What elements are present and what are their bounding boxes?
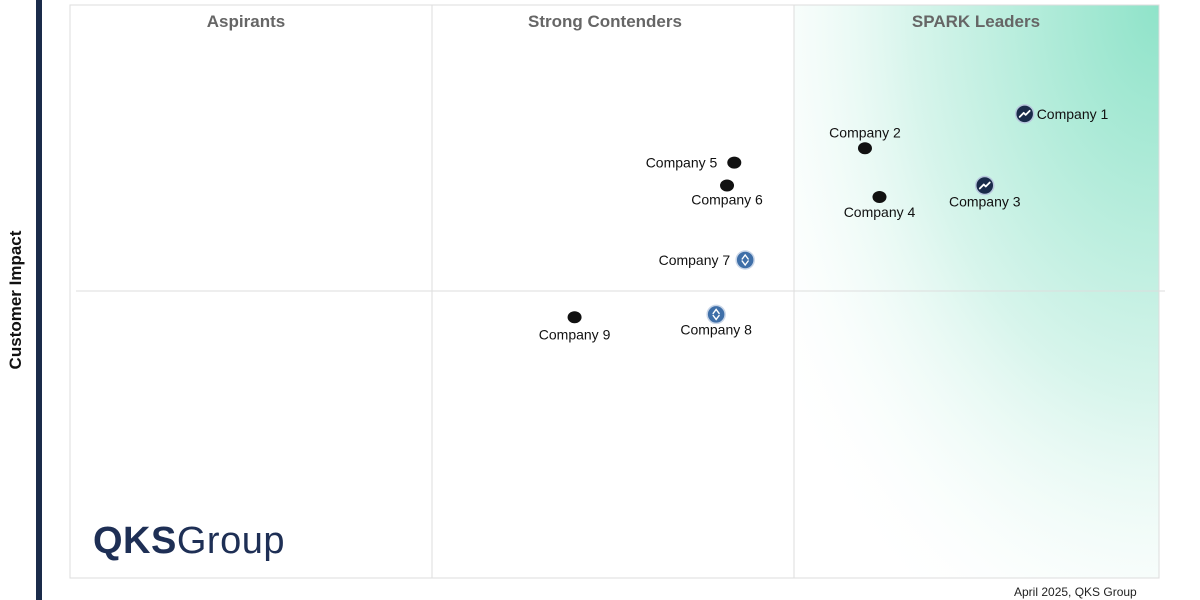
data-point: Company 2 [829, 124, 901, 155]
points-layer: Company 1 Company 2 Company 3 Company 4 Comp… [539, 104, 1109, 342]
logo-part1: QKS [93, 520, 177, 562]
quadrant-label-spark-leaders: SPARK Leaders [912, 12, 1040, 31]
quadrant-label-aspirants: Aspirants [207, 12, 285, 31]
data-point: Company 7 [659, 250, 755, 270]
data-point: Company 8 [680, 304, 752, 337]
qks-group-logo: QKSGroup [93, 520, 285, 563]
point-marker [720, 179, 735, 192]
data-point: Company 9 [539, 311, 611, 342]
point-marker [857, 142, 872, 155]
point-marker [567, 311, 582, 324]
point-label: Company 1 [1037, 106, 1109, 122]
point-label: Company 2 [829, 124, 901, 140]
data-point: Company 1 [1014, 104, 1109, 124]
data-point: Company 5 [646, 155, 742, 171]
point-label: Company 7 [659, 252, 731, 268]
trend-line-icon [978, 181, 991, 190]
point-label: Company 6 [691, 191, 763, 207]
point-label: Company 5 [646, 155, 718, 171]
data-point: Company 3 [949, 175, 1021, 209]
point-marker [727, 156, 742, 169]
trend-line-icon [1018, 109, 1031, 118]
footer-note: April 2025, QKS Group [1014, 585, 1137, 599]
point-label: Company 3 [949, 193, 1021, 209]
point-label: Company 9 [539, 326, 611, 342]
y-axis-bar [36, 0, 42, 600]
point-label: Company 8 [680, 321, 752, 337]
point-label: Company 4 [844, 204, 916, 220]
up-down-arrow-icon [712, 308, 720, 321]
data-point: Company 6 [691, 179, 763, 207]
data-point: Company 4 [844, 190, 916, 220]
logo-part2: Group [176, 520, 285, 562]
up-down-arrow-icon [741, 253, 749, 267]
arrow-badge-icon [735, 250, 755, 270]
arrow-badge-icon [706, 304, 726, 325]
point-marker [872, 190, 887, 203]
quadrant-label-strong-contenders: Strong Contenders [528, 12, 682, 31]
